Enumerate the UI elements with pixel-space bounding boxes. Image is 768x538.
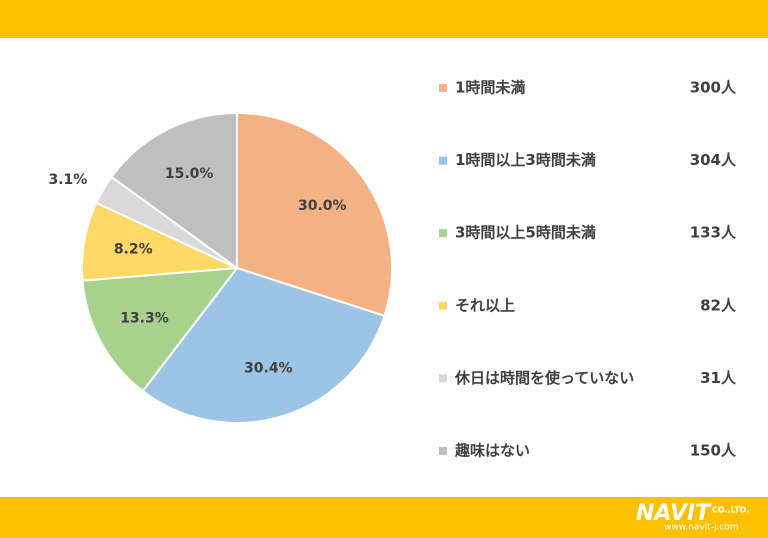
legend-count: 150人: [690, 442, 737, 460]
legend-label: 1時間以上3時間未満: [455, 151, 596, 169]
slice: [81, 266, 240, 393]
header-bar: [0, 0, 768, 38]
legend-label: それ以上: [455, 296, 515, 314]
url: www.navit-j.com: [664, 523, 739, 533]
logo: NAVIT: [636, 501, 712, 526]
legend-count: 133人: [690, 224, 737, 242]
legend-swatch: [439, 447, 447, 455]
legend-count: 300人: [690, 79, 737, 97]
slice: [141, 266, 386, 424]
legend-swatch: [439, 374, 447, 383]
data-label: 30.0%: [298, 198, 347, 214]
legend-label: 3時間以上5時間未満: [455, 224, 596, 242]
data-label: 3.1%: [48, 172, 87, 188]
legend-swatch: [439, 156, 447, 165]
slice: [236, 111, 393, 318]
footer-bar: [0, 497, 768, 538]
legend-label: 休日は時間を使っていない: [454, 369, 634, 387]
legend: 1時間未満 300人 1時間以上3時間未満 304人 3時間以上5時間未満 133人それ以…: [439, 79, 737, 460]
legend-label: 1時間未満: [455, 79, 525, 97]
company: CO.,LTD.: [712, 506, 749, 515]
data-label: 30.4%: [244, 361, 293, 377]
data-label: 15.0%: [165, 166, 214, 182]
data-label: 8.2%: [114, 242, 153, 258]
legend-count: 304人: [690, 151, 737, 169]
legend-count: 82人: [700, 296, 737, 314]
legend-swatch: [439, 84, 447, 92]
legend-swatch: [439, 301, 447, 310]
pie: 30.0% 30.4% 13.3% 8.2% 3.1% 15.0%: [48, 111, 393, 424]
legend-swatch: [439, 229, 447, 238]
data-label: 13.3%: [120, 310, 169, 326]
legend-label: 趣味はない: [454, 442, 530, 460]
legend-count: 31人: [700, 369, 737, 387]
slice: [110, 111, 238, 270]
